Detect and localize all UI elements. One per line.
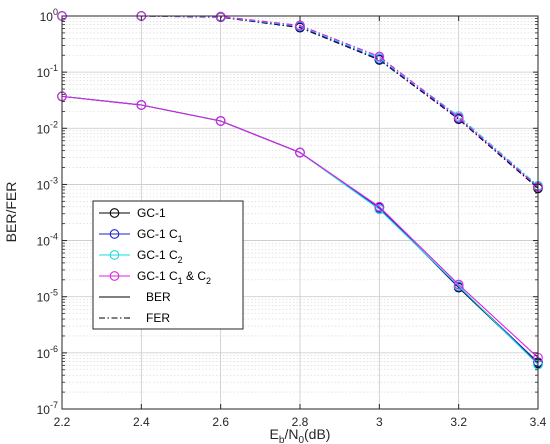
grid <box>61 15 539 410</box>
legend-marker <box>109 208 120 218</box>
x-tick-label: 2.6 <box>212 415 229 429</box>
data-point <box>453 279 464 290</box>
data-point <box>215 116 226 126</box>
y-tick-label: 10-6 <box>37 344 58 361</box>
y-tick-exponent: -5 <box>50 288 58 298</box>
x-tick-label: 3.4 <box>530 415 547 429</box>
x-tick-label: 2.4 <box>133 415 150 429</box>
legend-label: GC-1 C2 <box>137 248 183 265</box>
y-tick-base: 10 <box>37 178 51 192</box>
data-point <box>374 201 385 212</box>
x-tick-label: 3.2 <box>450 415 467 429</box>
x-tick-labels: 2.2 2.4 2.6 2.8 3 3.2 3.4 <box>54 415 547 429</box>
y-tick-label: 10-1 <box>37 63 58 80</box>
y-tick-base: 10 <box>40 10 54 24</box>
y-tick-label: 10-4 <box>37 232 58 249</box>
y-tick-label: 10-7 <box>37 400 58 417</box>
x-axis-title-tail: (dB) <box>304 426 330 442</box>
y-tick-base: 10 <box>37 122 51 136</box>
legend-label: GC-1 C1 <box>137 227 183 244</box>
y-tick-label: 10-2 <box>37 119 58 136</box>
legend-label: GC-1 C1 & C2 <box>137 269 211 286</box>
legend-marker <box>109 250 120 260</box>
series-line-ber-gc-1-c1-c2 <box>61 95 539 359</box>
y-axis-title: BER/FER <box>3 182 19 243</box>
y-tick-label: 10-3 <box>37 175 58 192</box>
data-point <box>295 20 305 31</box>
legend-marker <box>109 271 120 281</box>
x-axis-title-sub1: b <box>279 435 285 444</box>
y-tick-label: 100 <box>40 7 58 24</box>
x-tick-label: 3 <box>376 415 383 429</box>
y-tick-base: 10 <box>37 347 51 361</box>
y-tick-exponent: -7 <box>50 400 58 410</box>
legend-label: GC-1 <box>137 206 166 220</box>
axis-ticks <box>61 15 539 410</box>
data-point <box>453 112 464 123</box>
legend-label: BER <box>146 290 171 304</box>
legend-marker <box>109 229 120 239</box>
y-tick-base: 10 <box>37 291 51 305</box>
y-tick-exponent: -3 <box>50 175 58 185</box>
x-axis-title-sub2: 0 <box>298 435 304 444</box>
y-tick-exponent: -1 <box>50 63 58 73</box>
x-axis-title-mid: /N <box>284 426 298 442</box>
data-point <box>136 100 147 110</box>
y-tick-base: 10 <box>37 66 51 80</box>
y-tick-base: 10 <box>37 235 51 249</box>
y-tick-base: 10 <box>37 403 51 417</box>
x-tick-label: 2.8 <box>292 415 309 429</box>
y-tick-label: 10-5 <box>37 288 58 305</box>
y-tick-exponent: 0 <box>53 7 58 17</box>
data-point <box>374 204 385 215</box>
legend-box <box>92 200 244 330</box>
legend: GC-1 GC-1 C1 GC-1 C2 GC-1 C1 & C2 BER FER <box>92 200 244 330</box>
y-tick-exponent: -4 <box>50 232 58 242</box>
data-point <box>374 51 385 62</box>
x-tick-label: 2.2 <box>54 415 71 429</box>
data-point <box>295 147 305 158</box>
y-tick-exponent: -2 <box>50 119 58 129</box>
y-tick-exponent: -6 <box>50 344 58 354</box>
x-axis-title: Eb/N0(dB) <box>270 426 331 444</box>
legend-label: FER <box>146 311 170 325</box>
